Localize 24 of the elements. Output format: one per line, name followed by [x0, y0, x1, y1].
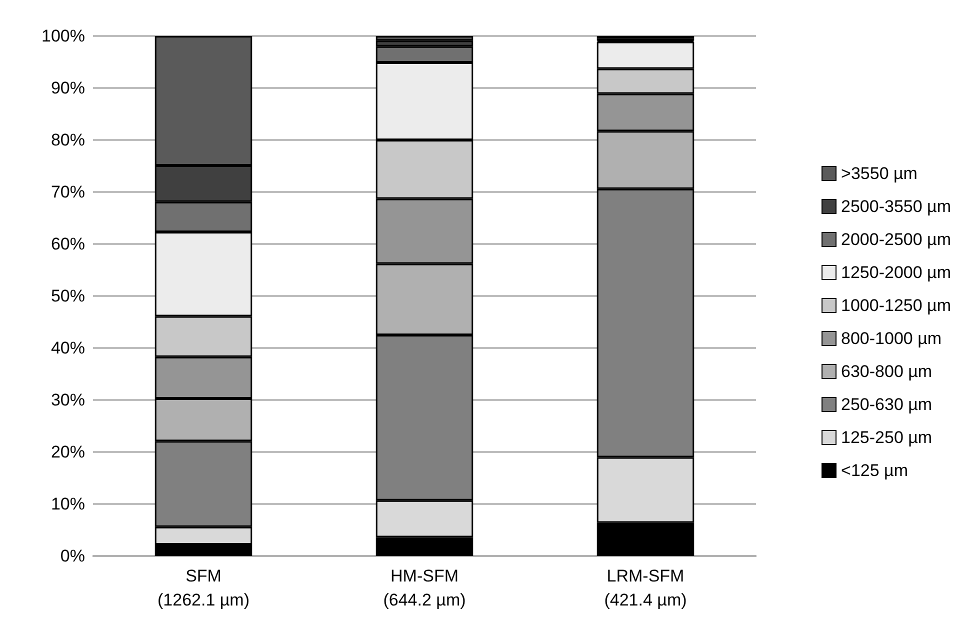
x-tick-label: SFM (1262.1 µm): [158, 566, 250, 610]
legend-label: 630-800 µm: [841, 362, 932, 381]
y-tick-label: 70%: [50, 182, 85, 202]
legend-label: 800-1000 µm: [841, 329, 942, 348]
y-tick-label: 40%: [50, 338, 85, 358]
legend-label: 2500-3550 µm: [841, 197, 952, 216]
y-tick-label: 80%: [50, 130, 85, 150]
y-tick-label: 100%: [42, 26, 85, 46]
y-tick-label: 20%: [50, 442, 85, 462]
x-tick-label: HM-SFM (644.2 µm): [383, 566, 466, 610]
legend-label: 1000-1250 µm: [841, 296, 952, 315]
legend-label: 2000-2500 µm: [841, 230, 952, 249]
legend-label: <125 µm: [841, 461, 908, 480]
y-tick-label: 30%: [50, 390, 85, 410]
legend-label: 1250-2000 µm: [841, 263, 952, 282]
legend-label: >3550 µm: [841, 164, 918, 183]
legend-label: 250-630 µm: [841, 395, 932, 414]
y-tick-label: 90%: [50, 78, 85, 98]
x-tick-label: LRM-SFM (421.4 µm): [604, 566, 687, 610]
y-tick-label: 10%: [50, 494, 85, 514]
legend-label: 125-250 µm: [841, 428, 932, 447]
y-tick-label: 0%: [60, 546, 85, 566]
y-tick-label: 60%: [50, 234, 85, 254]
y-tick-label: 50%: [50, 286, 85, 306]
